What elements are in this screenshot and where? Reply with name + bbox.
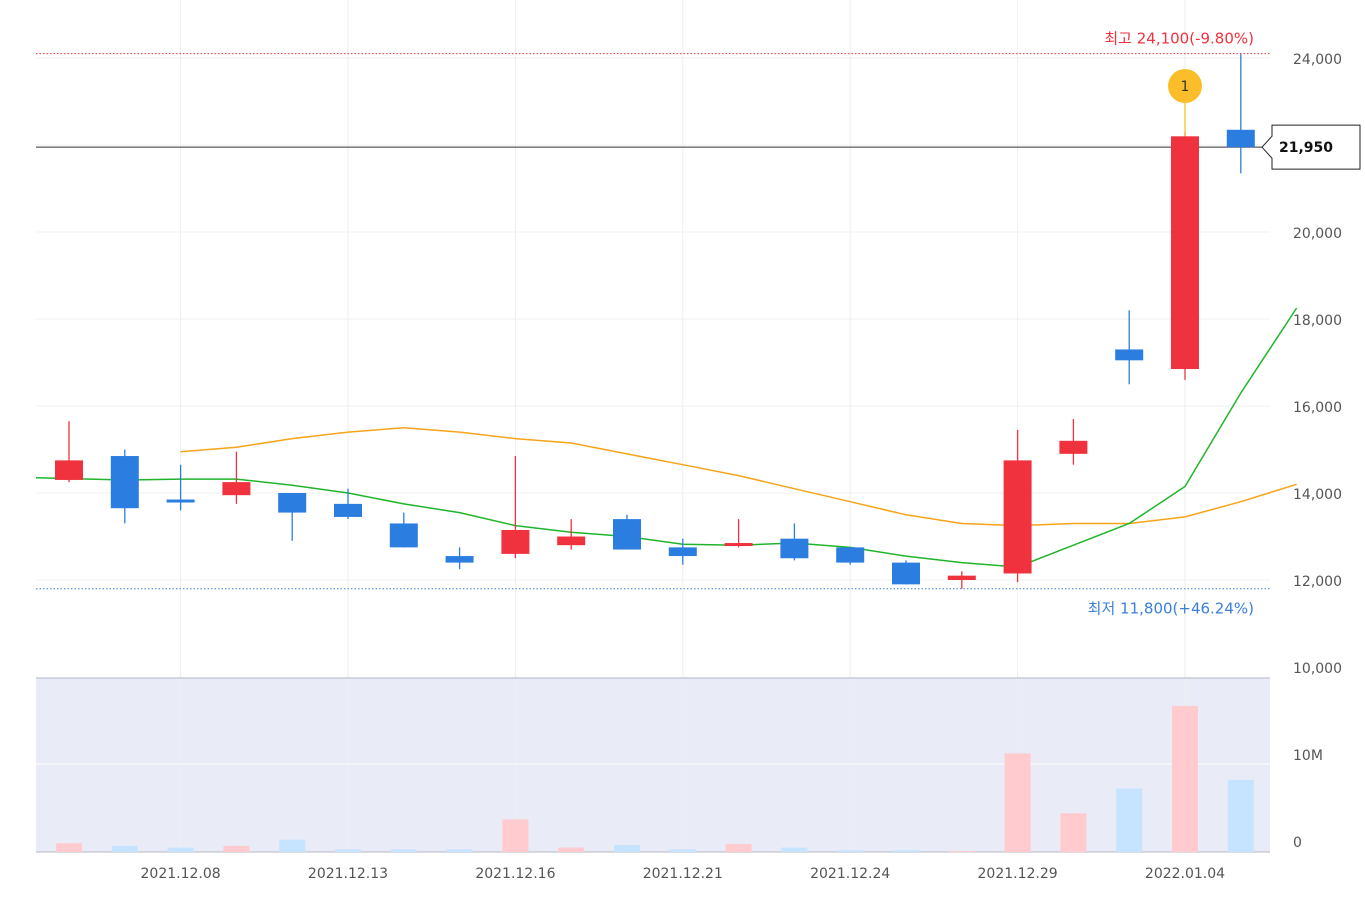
volume-axis-label: 10M <box>1293 748 1323 764</box>
moving-average-short-line <box>35 307 1298 568</box>
candle[interactable] <box>445 547 474 570</box>
candle-body <box>1171 136 1199 370</box>
volume-bar <box>725 844 752 852</box>
current-price-tag <box>1261 124 1361 170</box>
candle-body <box>222 482 251 496</box>
price-axis-label: 24,000 <box>1293 52 1342 68</box>
volume-bar <box>837 850 864 852</box>
candle-body <box>724 543 753 547</box>
candle[interactable] <box>892 560 920 585</box>
date-axis-label: 2021.12.29 <box>978 866 1058 882</box>
candle-body <box>892 562 920 585</box>
candle[interactable] <box>110 449 139 524</box>
candle[interactable] <box>1171 131 1199 380</box>
low-price-annotation: 최저 11,800(+46.24%) <box>1088 600 1254 618</box>
volume-bar <box>446 849 473 852</box>
candle[interactable] <box>501 456 530 559</box>
candle[interactable] <box>836 547 865 565</box>
price-axis-label: 10,000 <box>1293 661 1342 677</box>
candle[interactable] <box>278 493 307 541</box>
volume-bar <box>1060 813 1087 852</box>
date-axis-label: 2022.01.04 <box>1145 866 1225 882</box>
volume-bar <box>614 844 640 852</box>
price-axis-label: 16,000 <box>1293 400 1342 416</box>
candle-body <box>166 499 195 503</box>
candle-body <box>1003 460 1032 574</box>
current-price-label: 21,950 <box>1279 140 1333 156</box>
high-price-annotation: 최고 24,100(-9.80%) <box>1104 30 1254 48</box>
volume-bar <box>56 843 82 852</box>
date-axis-label: 2021.12.08 <box>141 866 221 882</box>
candle[interactable] <box>780 523 809 561</box>
candle[interactable] <box>557 519 586 550</box>
volume-bar <box>111 845 138 852</box>
volume-axis-label: 0 <box>1293 835 1302 851</box>
candle-body <box>334 503 362 517</box>
candle-body <box>1059 440 1088 454</box>
date-axis-label: 2021.12.16 <box>475 866 555 882</box>
volume-bar <box>558 847 585 852</box>
candle-body <box>445 556 474 563</box>
candle[interactable] <box>389 512 418 548</box>
volume-bar <box>279 839 306 852</box>
candle-body <box>55 460 83 480</box>
event-marker-label: 1 <box>1181 79 1190 95</box>
event-marker[interactable] <box>1168 69 1202 103</box>
candle[interactable] <box>668 538 697 565</box>
volume-bar <box>1172 705 1198 852</box>
candle-body <box>780 538 809 559</box>
candle-body <box>668 547 697 557</box>
candle[interactable] <box>1003 429 1032 583</box>
volume-bar <box>1004 753 1031 852</box>
candle[interactable] <box>334 488 362 520</box>
candle[interactable] <box>222 451 251 504</box>
price-axis-label: 12,000 <box>1293 574 1342 590</box>
candle[interactable] <box>724 519 753 548</box>
price-axis-label: 20,000 <box>1293 226 1342 242</box>
candle-body <box>278 493 307 513</box>
volume-bar <box>781 847 808 852</box>
volume-bar <box>669 849 696 852</box>
candle-body <box>110 456 139 509</box>
candle-body <box>613 519 641 550</box>
volume-bar <box>893 850 919 852</box>
volume-bar <box>167 847 194 852</box>
volume-bar <box>1116 788 1143 852</box>
candle-body <box>836 547 865 563</box>
candle[interactable] <box>166 464 195 511</box>
candle-body <box>501 529 530 554</box>
volume-bar <box>223 845 250 852</box>
volume-bar <box>335 849 361 852</box>
volume-bar <box>390 849 417 852</box>
volume-bar <box>502 819 529 852</box>
candle-body <box>389 523 418 548</box>
volume-bar <box>1227 779 1254 852</box>
volume-bar <box>948 851 975 853</box>
date-axis-label: 2021.12.24 <box>810 866 890 882</box>
candle[interactable] <box>1226 53 1255 174</box>
candle[interactable] <box>947 571 976 589</box>
candle-body <box>1115 349 1144 361</box>
candle[interactable] <box>55 421 83 483</box>
candle[interactable] <box>1115 310 1144 385</box>
candle[interactable] <box>1059 419 1088 465</box>
candle-body <box>947 575 976 580</box>
moving-average-long-line <box>180 427 1297 527</box>
price-axis-label: 14,000 <box>1293 487 1342 503</box>
candle[interactable] <box>613 514 641 550</box>
date-axis-label: 2021.12.13 <box>308 866 388 882</box>
candle-body <box>1226 129 1255 148</box>
candle-body <box>557 536 586 546</box>
date-axis-label: 2021.12.21 <box>643 866 723 882</box>
price-axis-label: 18,000 <box>1293 313 1342 329</box>
